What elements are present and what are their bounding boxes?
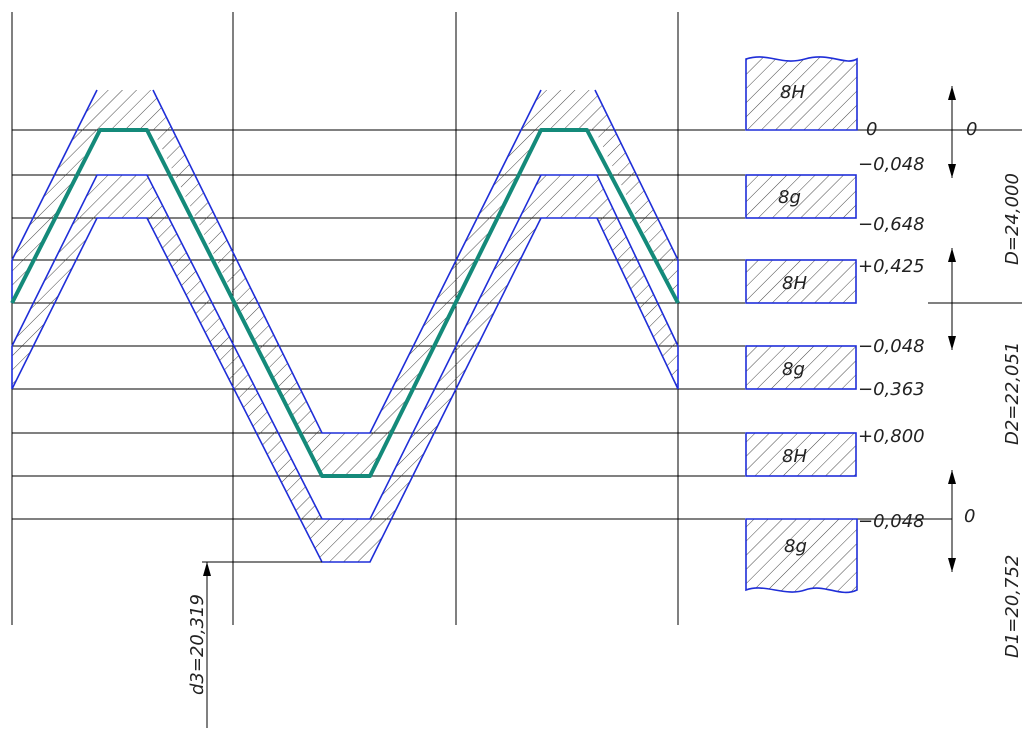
dimension-D2: D2=22,051 [1002,342,1023,445]
axis-zero-major: 0 [966,119,977,140]
deviation-labels: 0 −0,048 −0,648 +0,425 −0,048 −0,363 +0,… [858,119,925,532]
horizontal-gridlines [12,129,1022,520]
bolt-tolerance-band [12,175,678,562]
d3-dimension: d3=20,319 [187,561,322,728]
deviation-minor-upper-nut: +0,800 [858,426,925,447]
nut-profile-max-3 [594,89,679,261]
deviation-pitch-lower-bolt: −0,363 [858,379,925,400]
box-label: 8H [780,82,805,103]
dimension-d3: d3=20,319 [187,594,208,695]
vertical-gridlines [11,12,679,625]
arrowhead-up-icon [948,248,956,262]
deviation-pitch-upper-bolt: −0,048 [858,336,925,357]
deviation-major-zero: 0 [866,119,877,140]
deviation-pitch-upper-nut: +0,425 [858,256,925,277]
box-label: 8g [784,536,807,557]
deviation-major-lower-bolt: −0,648 [858,214,925,235]
tolerance-box-nut-pitch: 8H [745,259,857,304]
deviation-minor-upper-bolt: −0,048 [858,511,925,532]
nominal-thread-profile [10,128,680,478]
tolerance-box-nut-minor: 8H [745,432,857,477]
tolerance-box-bolt-major: 8g [745,174,857,219]
tolerance-box-bolt-pitch: 8g [745,345,857,390]
bolt-profile-max [11,174,679,520]
dimension-D: D=24,000 [1002,173,1023,265]
deviation-major-upper-bolt: −0,048 [858,154,925,175]
nut-profile-max-2 [152,89,542,434]
arrowhead-down-icon [948,336,956,350]
dimension-arrows: 0 0 [948,86,977,572]
box-label: 8g [778,187,801,208]
dimension-D1: D1=20,752 [1002,555,1023,658]
arrowhead-up-icon [203,562,211,576]
arrowhead-up-icon [948,470,956,484]
arrowhead-down-icon [948,558,956,572]
nut-tolerance-band [12,90,678,476]
box-label: 8H [782,446,807,467]
thread-profiles [11,89,679,563]
tolerance-boxes: 8H 8g 8H 8g 8H 8g [745,56,858,594]
nut-profile-max [11,89,98,261]
arrowhead-down-icon [948,164,956,178]
tolerance-box-bolt-minor: 8g [745,518,858,594]
bolt-profile-min [11,217,679,563]
tolerance-box-nut-major: 8H [745,56,858,131]
box-label: 8g [782,359,805,380]
box-label: 8H [782,273,807,294]
arrowhead-up-icon [948,86,956,100]
axis-zero-minor: 0 [964,506,975,527]
